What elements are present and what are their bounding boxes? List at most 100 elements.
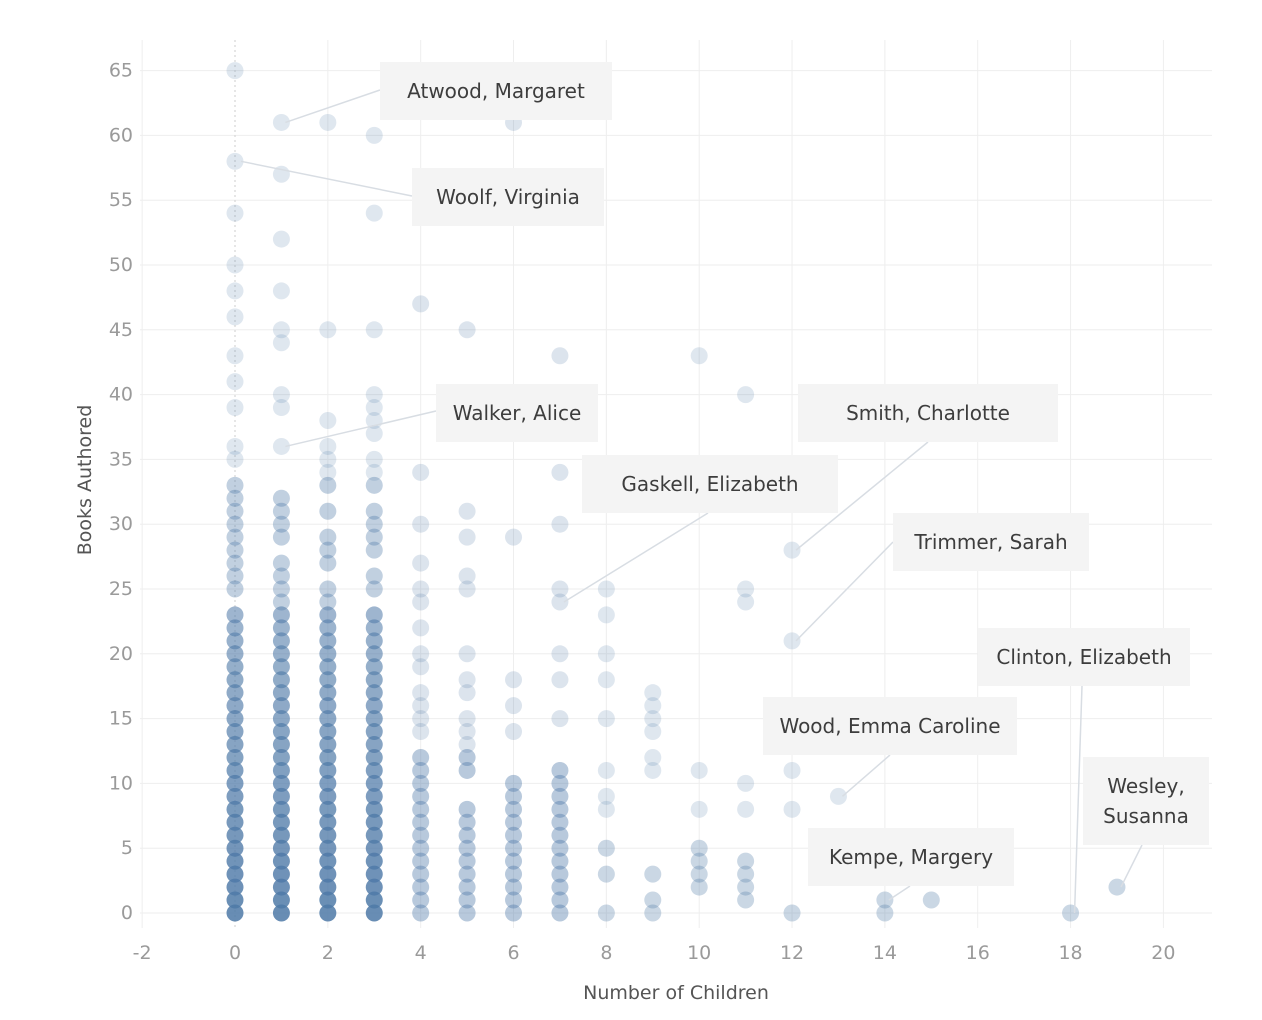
- data-point: [365, 891, 383, 909]
- data-point: [272, 723, 290, 741]
- data-point: [412, 710, 430, 728]
- data-point: [551, 826, 569, 844]
- x-tick-label: 10: [687, 942, 711, 964]
- data-point: [272, 632, 290, 650]
- data-point: [319, 800, 337, 818]
- annotation-box: [763, 697, 1017, 755]
- data-point: [319, 723, 337, 741]
- data-point: [551, 671, 569, 689]
- data-point: [272, 606, 290, 624]
- annotation-box: [380, 62, 612, 120]
- data-point: [226, 839, 244, 857]
- data-point: [226, 787, 244, 805]
- data-point: [272, 658, 290, 676]
- data-point: [226, 204, 244, 222]
- data-point: [272, 748, 290, 766]
- annotation-leader: [240, 160, 413, 197]
- data-point: [272, 528, 290, 546]
- data-point: [272, 489, 290, 507]
- y-tick-label: 65: [109, 60, 133, 82]
- data-point: [272, 567, 290, 585]
- data-point: [272, 645, 290, 663]
- annotation-box: [978, 628, 1190, 686]
- y-tick-label: 50: [109, 254, 133, 276]
- data-point: [458, 839, 476, 857]
- data-point: [319, 904, 337, 922]
- data-point: [365, 424, 383, 442]
- data-point: [319, 502, 337, 520]
- annotation: Woolf, Virginia: [240, 160, 604, 226]
- data-point: [226, 826, 244, 844]
- data-point: [365, 126, 383, 144]
- y-tick-label: 15: [109, 708, 133, 730]
- x-tick-label: 12: [780, 942, 804, 964]
- data-point: [737, 852, 755, 870]
- data-point: [319, 761, 337, 779]
- x-tick-label: 16: [966, 942, 990, 964]
- data-point: [272, 839, 290, 857]
- data-point: [412, 697, 430, 715]
- data-point: [226, 632, 244, 650]
- data-point: [226, 852, 244, 870]
- data-point: [412, 761, 430, 779]
- data-point: [458, 671, 476, 689]
- data-point: [272, 282, 290, 300]
- data-point: [505, 723, 523, 741]
- data-point: [365, 761, 383, 779]
- data-point: [226, 476, 244, 494]
- data-point: [272, 697, 290, 715]
- y-tick-label: 40: [109, 384, 133, 406]
- y-tick-label: 45: [109, 319, 133, 341]
- data-point: [412, 904, 430, 922]
- data-point: [412, 839, 430, 857]
- data-point: [272, 386, 290, 404]
- annotation-leader: [1073, 685, 1083, 914]
- data-point: [597, 865, 615, 883]
- data-point: [365, 839, 383, 857]
- data-point: [365, 528, 383, 546]
- data-point: [319, 852, 337, 870]
- data-point: [458, 748, 476, 766]
- data-point: [226, 748, 244, 766]
- data-point: [365, 865, 383, 883]
- annotation: Clinton, Elizabeth: [978, 628, 1190, 914]
- data-point: [319, 813, 337, 831]
- data-point: [272, 826, 290, 844]
- data-point: [226, 800, 244, 818]
- data-point: [505, 671, 523, 689]
- x-tick-label: 6: [507, 942, 519, 964]
- data-point: [458, 580, 476, 598]
- data-point: [412, 748, 430, 766]
- y-tick-label: 10: [109, 772, 133, 794]
- data-point: [319, 580, 337, 598]
- x-axis-ticks: -2 0 2 4 6 8 10 12 14 16 18 20: [133, 942, 1176, 964]
- data-point: [319, 710, 337, 728]
- data-point: [551, 593, 569, 611]
- data-point: [458, 813, 476, 831]
- data-point: [226, 308, 244, 326]
- data-point: [690, 761, 708, 779]
- data-point: [319, 826, 337, 844]
- x-tick-label: -2: [133, 942, 152, 964]
- x-tick-label: 0: [229, 942, 241, 964]
- data-point: [319, 878, 337, 896]
- data-point: [365, 450, 383, 468]
- data-point: [551, 878, 569, 896]
- y-axis-ticks: 0 5 10 15 20 25 30 35 40 45 50 55 60 65: [109, 60, 133, 924]
- data-point: [690, 878, 708, 896]
- data-point: [644, 697, 662, 715]
- annotation-leader: [563, 512, 709, 603]
- data-point: [644, 748, 662, 766]
- data-point: [597, 710, 615, 728]
- data-point: [226, 373, 244, 391]
- data-point: [226, 347, 244, 365]
- data-point: [412, 619, 430, 637]
- data-point: [551, 774, 569, 792]
- data-point: [690, 852, 708, 870]
- data-point: [365, 787, 383, 805]
- data-point: [458, 878, 476, 896]
- data-point: [597, 904, 615, 922]
- data-point: [597, 787, 615, 805]
- data-point: [412, 723, 430, 741]
- data-point: [226, 774, 244, 792]
